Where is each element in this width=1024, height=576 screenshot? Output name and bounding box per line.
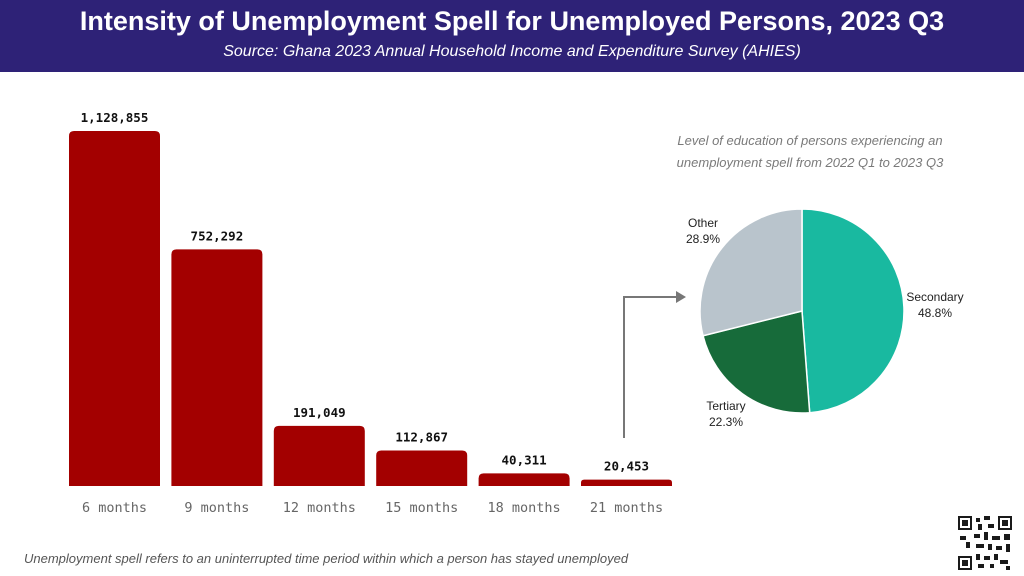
- bar-value-label: 40,311: [502, 452, 547, 467]
- pie-caption-line-2: unemployment spell from 2022 Q1 to 2023 …: [676, 155, 944, 170]
- category-label: 9 months: [184, 500, 249, 516]
- pie-value-label: 22.3%: [709, 415, 743, 429]
- qr-code-icon: [958, 516, 1012, 570]
- bar-value-label: 112,867: [395, 430, 448, 445]
- bar-21-months: [581, 479, 672, 486]
- pie-label: Other: [688, 216, 718, 230]
- bar-15-months: [376, 450, 468, 486]
- arrow-head-icon: [676, 291, 686, 303]
- pie-caption-line-1: Level of education of persons experienci…: [677, 133, 943, 148]
- bar-value-label: 1,128,855: [81, 110, 149, 125]
- pie-slice-secondary: [801, 208, 905, 414]
- category-label: 21 months: [590, 500, 663, 516]
- bar-6-months: [69, 131, 160, 486]
- header-banner: [0, 0, 1024, 72]
- page-subtitle: Source: Ghana 2023 Annual Household Inco…: [223, 43, 801, 60]
- bar-9-months: [171, 249, 263, 486]
- pie-label: Secondary: [906, 290, 963, 304]
- pie-label: Tertiary: [706, 399, 745, 413]
- category-label: 18 months: [488, 500, 561, 516]
- category-label: 12 months: [283, 500, 356, 516]
- bar-value-label: 191,049: [293, 405, 346, 420]
- page-title: Intensity of Unemployment Spell for Unem…: [79, 6, 945, 36]
- connector-line: [623, 296, 676, 438]
- pie-value-label: 28.9%: [686, 232, 720, 246]
- pie-value-label: 48.8%: [918, 306, 952, 320]
- pie-caption: Level of education of persons experienci…: [640, 130, 980, 174]
- category-label: 15 months: [385, 500, 458, 516]
- footnote: Unemployment spell refers to an uninterr…: [24, 551, 629, 566]
- pie-slice-tertiary: [702, 310, 811, 414]
- pie-slice-other: [699, 208, 803, 337]
- bar-12-months: [273, 425, 365, 486]
- bar-18-months: [478, 473, 570, 486]
- bar-value-label: 20,453: [604, 459, 649, 474]
- bar-value-label: 752,292: [191, 228, 244, 243]
- category-label: 6 months: [82, 500, 147, 516]
